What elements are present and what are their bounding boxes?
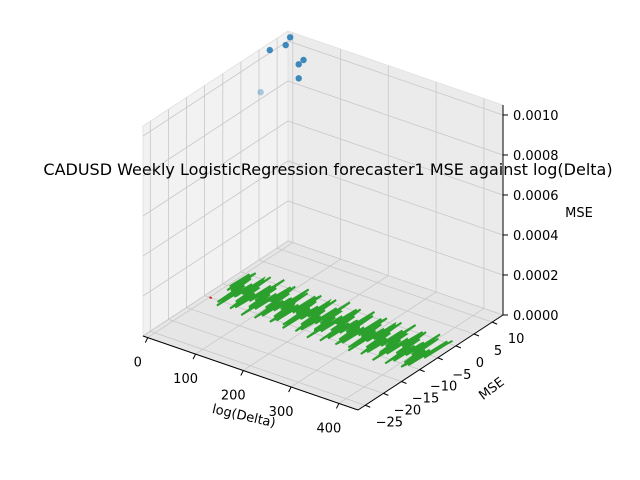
x-tick [192, 353, 197, 360]
y-tick [455, 345, 462, 349]
chart-marks [209, 34, 453, 368]
y-tick-label: −25 [376, 415, 403, 430]
z-tick-label: 0.0006 [513, 189, 559, 204]
z-axis-label: MSE [565, 206, 593, 221]
scatter-point [266, 46, 273, 54]
grid-line-z [142, 240, 504, 337]
scatter-point [295, 75, 302, 82]
y-tick-label: 10 [508, 332, 525, 347]
grid-line-z [142, 80, 504, 177]
x-axis-line [142, 335, 359, 411]
x-tick [335, 403, 340, 409]
scatter-point [300, 56, 307, 64]
chart-title: CADUSD Weekly LogisticRegression forecas… [43, 160, 612, 179]
grid-line-z [142, 120, 504, 217]
scatter-point [282, 41, 289, 49]
x-tick-label: 200 [221, 389, 246, 404]
x-tick [240, 370, 244, 376]
x-tick-label: 400 [316, 421, 341, 436]
x-tick-label: 100 [173, 372, 198, 387]
grid-line-z [142, 160, 504, 257]
red-segment [209, 296, 213, 300]
z-tick-label: 0.0004 [513, 229, 559, 244]
y-tick [491, 321, 498, 325]
scatter-point [257, 89, 264, 96]
y-tick-label: −20 [394, 403, 421, 418]
scatter-point [295, 61, 302, 68]
grid-line-z [142, 200, 504, 297]
grid-line-z [142, 40, 504, 137]
z-tick-label: 0.0010 [513, 109, 559, 124]
x-tick [288, 386, 292, 393]
axes-grid [142, 32, 504, 406]
y-tick-label: −15 [412, 392, 439, 407]
y-tick [365, 404, 371, 408]
green-line-series [216, 272, 453, 368]
y-tick-label: −5 [452, 368, 471, 383]
z-tick-label: 0.0002 [513, 269, 559, 284]
y-axis-line [357, 314, 504, 411]
x-tick [144, 337, 149, 343]
x-tick-label: 0 [134, 356, 142, 371]
y-tick [401, 381, 407, 384]
y-tick [437, 357, 443, 361]
y-tick [383, 392, 389, 396]
y-tick [473, 333, 480, 337]
y-tick-label: 5 [494, 344, 502, 359]
z-tick-label: 0.0000 [513, 309, 559, 324]
axis-lines [142, 105, 504, 411]
y-tick-label: 0 [476, 356, 484, 371]
z-tick-label: 0.0008 [513, 149, 559, 164]
y-tick-label: −10 [430, 380, 457, 395]
y-tick [419, 369, 425, 373]
scatter-point [286, 34, 294, 41]
x-tick-label: 300 [269, 405, 294, 420]
